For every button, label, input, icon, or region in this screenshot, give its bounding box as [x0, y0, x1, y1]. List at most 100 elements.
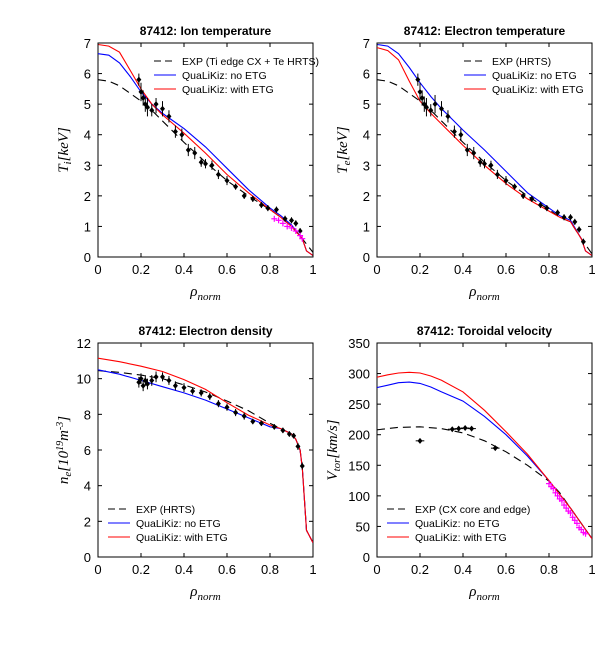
x-tick-label: 0.6 — [218, 262, 236, 277]
point-marker — [458, 131, 464, 138]
point-marker — [494, 171, 500, 178]
point-marker — [449, 426, 455, 433]
point-marker — [555, 209, 561, 216]
data-point — [179, 128, 185, 141]
legend-entry: QuaLiKiz: no ETG — [415, 518, 500, 530]
y-tick-label: 3 — [84, 158, 91, 173]
data-point — [445, 110, 451, 123]
point-marker — [233, 183, 239, 190]
y-axis-label: Vtor[km/s] — [325, 419, 343, 480]
data-point — [503, 175, 509, 186]
point-marker — [138, 88, 144, 95]
y-label-sup: 19 — [55, 441, 66, 451]
edge-point — [292, 228, 299, 235]
x-tick-label: 0.4 — [175, 262, 193, 277]
x-tick-label: 0.6 — [218, 562, 236, 577]
data-point — [160, 372, 165, 382]
point-marker — [417, 437, 423, 444]
x-label-sub: norm — [476, 291, 499, 303]
x-tick-label: 0 — [373, 562, 380, 577]
chart-title: 87412: Electron temperature — [404, 24, 566, 38]
point-marker — [477, 159, 483, 166]
point-marker — [215, 171, 221, 178]
point-marker — [224, 177, 230, 184]
edge-point — [271, 215, 278, 222]
point-marker — [136, 379, 142, 386]
y-tick-label: 2 — [84, 189, 91, 204]
data-point — [250, 418, 256, 425]
y-tick-label: 1 — [363, 219, 370, 234]
point-marker — [140, 382, 146, 389]
data-point — [224, 403, 230, 411]
data-point — [198, 389, 204, 397]
x-tick-label: 0.6 — [497, 562, 515, 577]
edge-point — [554, 492, 561, 499]
x-label-main: ρ — [468, 584, 476, 600]
y-label-sub: e — [62, 472, 74, 477]
data-point — [280, 427, 286, 434]
y-tick-label: 150 — [348, 458, 370, 473]
x-label-sub: norm — [476, 591, 499, 603]
x-tick-label: 1 — [588, 562, 595, 577]
y-tick-label: 0 — [363, 550, 370, 565]
y-tick-label: 3 — [363, 158, 370, 173]
point-marker — [166, 377, 172, 384]
series-line — [98, 357, 313, 543]
point-marker — [160, 373, 165, 380]
data-point — [544, 205, 550, 212]
y-tick-label: 6 — [84, 67, 91, 82]
y-label-sup: -3 — [55, 422, 66, 430]
data-point — [447, 426, 457, 433]
point-marker — [299, 463, 305, 470]
point-marker — [140, 95, 146, 102]
y-tick-label: 50 — [356, 519, 370, 534]
point-marker — [572, 218, 578, 225]
y-tick-label: 5 — [363, 97, 370, 112]
data-point — [512, 183, 518, 190]
point-marker — [469, 425, 475, 432]
y-tick-label: 8 — [84, 407, 91, 422]
data-point — [144, 378, 150, 390]
y-tick-label: 300 — [348, 367, 370, 382]
plot-area — [98, 43, 313, 256]
data-point — [153, 94, 159, 114]
point-marker — [464, 147, 470, 153]
y-tick-label: 7 — [84, 36, 91, 51]
point-marker — [215, 400, 221, 407]
point-marker — [198, 389, 204, 396]
point-marker — [282, 215, 288, 222]
data-point — [477, 157, 483, 167]
y-tick-label: 0 — [84, 550, 91, 565]
data-point — [282, 215, 288, 222]
x-tick-label: 0.8 — [540, 562, 558, 577]
data-point — [233, 183, 239, 190]
data-point — [561, 214, 567, 221]
point-marker — [153, 101, 159, 108]
plot-area — [98, 357, 313, 543]
edge-point — [558, 497, 565, 504]
point-marker — [207, 393, 213, 400]
x-tick-label: 0.2 — [132, 262, 150, 277]
y-tick-label: 12 — [77, 336, 91, 351]
x-tick-label: 1 — [588, 262, 595, 277]
data-point — [265, 205, 271, 212]
data-point — [136, 73, 142, 86]
point-marker — [153, 373, 159, 380]
data-point — [166, 375, 172, 385]
y-label-main: T — [335, 164, 351, 174]
legend: EXP (HRTS) QuaLiKiz: no ETG QuaLiKiz: with… — [460, 52, 589, 98]
point-marker — [250, 195, 256, 202]
point-marker — [142, 377, 148, 384]
chart-te: 87412: Electron temperature 0 0.2 0.4 0.6 0.8… — [335, 24, 596, 303]
legend: EXP (Ti edge CX + Te HRTS) QuaLiKiz: no E… — [150, 52, 319, 98]
y-tick-label: 350 — [348, 336, 370, 351]
data-point — [291, 432, 297, 439]
legend-entry: EXP (Ti edge CX + Te HRTS) — [182, 56, 319, 68]
point-marker — [179, 131, 185, 138]
data-point — [209, 160, 215, 170]
y-label-unit: [keV] — [56, 127, 72, 161]
x-tick-label: 0.4 — [454, 262, 472, 277]
y-label-unit: [10 — [56, 450, 72, 471]
point-marker — [291, 432, 297, 439]
